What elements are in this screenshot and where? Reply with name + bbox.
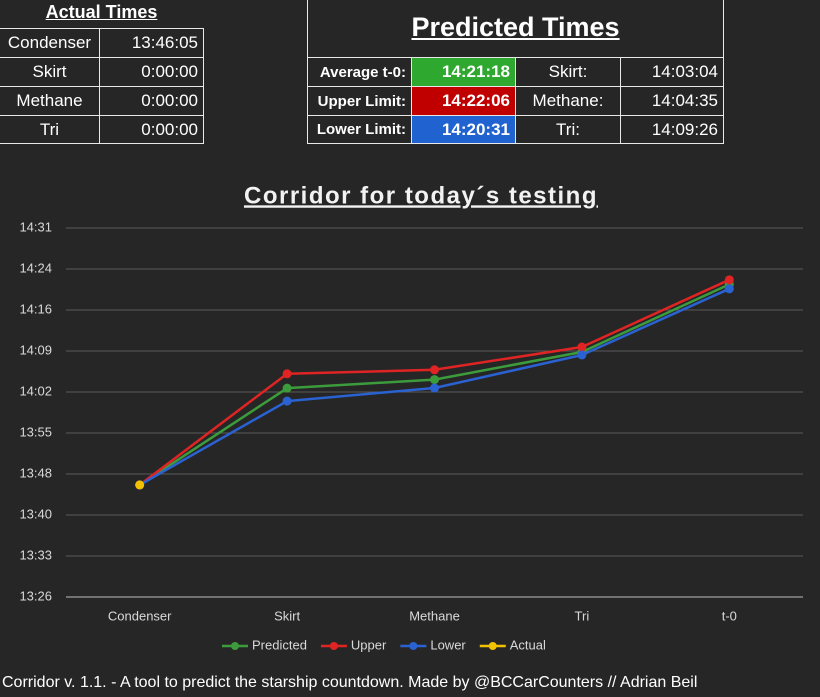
legend-label: Upper <box>351 637 387 652</box>
x-tick-label: Methane <box>409 608 460 623</box>
predicted-value: 14:04:35 <box>620 86 724 116</box>
y-tick-label: 13:33 <box>19 547 52 562</box>
legend-marker <box>488 642 497 650</box>
predicted-label: Skirt: <box>515 57 621 87</box>
actual-value: 0:00:00 <box>99 115 204 144</box>
series-marker <box>577 350 587 360</box>
y-tick-label: 13:55 <box>19 424 52 439</box>
series-marker <box>724 275 734 285</box>
y-tick-label: 14:24 <box>19 260 52 275</box>
footer: Corridor v. 1.1. - A tool to predict the… <box>2 674 698 691</box>
series-marker <box>577 342 587 352</box>
predicted-title: Predicted Times <box>411 12 620 42</box>
predicted-average: 14:21:18 <box>411 57 516 87</box>
legend-label: Actual <box>510 637 546 652</box>
actual-label: Methane <box>0 86 100 116</box>
series-marker <box>430 375 439 385</box>
x-tick-label: t-0 <box>722 608 737 623</box>
legend-marker <box>409 642 418 650</box>
y-tick-label: 13:48 <box>19 465 52 480</box>
actual-label: Skirt <box>0 57 100 87</box>
actual-title: Actual Times <box>45 2 158 22</box>
predicted-label: Lower Limit: <box>307 115 412 144</box>
y-tick-label: 13:40 <box>19 506 52 521</box>
legend-label: Predicted <box>252 637 307 652</box>
series-marker <box>430 383 439 393</box>
series-marker <box>135 480 145 490</box>
predicted-label: Tri: <box>515 115 621 144</box>
predicted-upper: 14:22:06 <box>411 86 516 116</box>
legend-label: Lower <box>430 637 466 652</box>
legend-marker <box>329 642 338 650</box>
predicted-label: Upper Limit: <box>307 86 412 116</box>
actual-value: 13:46:05 <box>99 28 204 58</box>
predicted-lower: 14:20:31 <box>411 115 516 144</box>
actual-value: 0:00:00 <box>99 86 204 116</box>
actual-value: 0:00:00 <box>99 57 204 87</box>
predicted-value: 14:03:04 <box>620 57 724 87</box>
x-tick-label: Condenser <box>108 608 172 623</box>
predicted-label: Methane: <box>515 86 621 116</box>
series-marker <box>282 369 292 379</box>
actual-label: Tri <box>0 115 100 144</box>
y-tick-label: 14:09 <box>19 342 52 357</box>
y-tick-label: 14:02 <box>19 383 52 398</box>
y-tick-label: 14:16 <box>19 301 52 316</box>
legend-marker <box>231 642 239 650</box>
series-marker <box>282 383 292 393</box>
series-marker <box>430 365 439 375</box>
series-marker <box>282 396 292 406</box>
predicted-label: Average t-0: <box>307 57 412 87</box>
series-marker <box>724 284 734 294</box>
x-tick-label: Skirt <box>274 608 300 623</box>
y-tick-label: 14:31 <box>19 219 52 234</box>
chart-title: Corridor for today´s testing <box>244 182 598 209</box>
predicted-value: 14:09:26 <box>620 115 724 144</box>
actual-label: Condenser <box>0 28 100 58</box>
x-tick-label: Tri <box>575 608 590 623</box>
y-tick-label: 13:26 <box>19 588 52 603</box>
